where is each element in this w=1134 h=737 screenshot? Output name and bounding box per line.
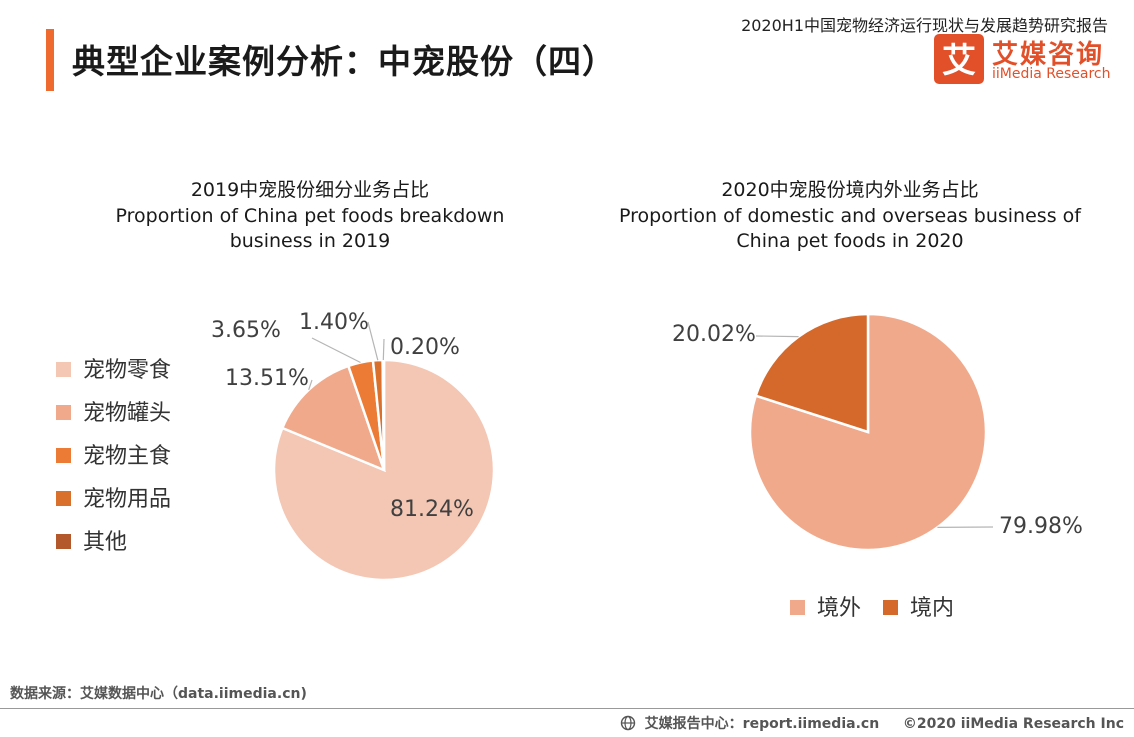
legend-swatch <box>790 599 805 615</box>
data-label: 20.02% <box>672 322 756 347</box>
data-source: 数据来源：艾媒数据中心（data.iimedia.cn) <box>10 686 307 702</box>
legend-swatch <box>883 599 899 615</box>
report-center-link[interactable]: 艾媒报告中心：report.iimedia.cn <box>644 716 880 732</box>
pie-slice <box>381 358 386 471</box>
report-name: 2020H1中国宠物经济运行现状与发展趋势研究报告 <box>741 16 1108 35</box>
legend-item: 其他 <box>56 524 127 556</box>
legend-item: 境内 <box>883 590 954 622</box>
legend-swatch <box>56 404 71 420</box>
legend-swatch <box>56 533 71 549</box>
iimedia-logo: 艾 艾媒咨询 iiMedia Research <box>934 34 1112 86</box>
pie-slice <box>280 364 387 473</box>
legend-domestic-overseas: 境外 境内 <box>790 590 976 622</box>
chart-title-en-line1: Proportion of China pet foods breakdown <box>115 204 505 227</box>
footer-divider <box>0 708 1134 709</box>
leader-line <box>755 335 799 338</box>
data-label: 79.98% <box>999 514 1083 539</box>
legend-label: 境外 <box>817 596 862 621</box>
chart-title-cn: 2020中宠股份境内外业务占比 <box>721 179 979 201</box>
iimedia-logo-mark: 艾 <box>934 34 984 84</box>
globe-icon <box>620 715 635 731</box>
leader-line <box>311 337 361 364</box>
pie-slice <box>754 312 870 434</box>
data-label: 13.51% <box>225 366 309 391</box>
legend-swatch <box>56 490 71 506</box>
legend-label: 宠物用品 <box>83 487 172 512</box>
legend-item: 宠物零食 <box>56 352 171 384</box>
data-label: 0.20% <box>390 335 460 360</box>
data-label: 81.24% <box>390 497 474 522</box>
page-title: 典型企业案例分析：中宠股份（四） <box>72 42 616 81</box>
legend-swatch <box>56 361 71 377</box>
leader-line <box>382 338 385 361</box>
logo-chinese-name: 艾媒咨询 <box>992 40 1105 70</box>
legend-label: 宠物主食 <box>83 444 172 469</box>
legend-item: 宠物用品 <box>56 481 171 513</box>
legend-swatch <box>56 447 71 463</box>
footer-credits: 艾媒报告中心：report.iimedia.cn ©2020 iiMedia R… <box>620 713 1124 733</box>
legend-item: 境外 <box>790 590 861 622</box>
chart-title-cn: 2019中宠股份细分业务占比 <box>190 179 430 201</box>
title-accent-bar <box>46 29 54 91</box>
legend-item: 宠物罐头 <box>56 395 171 427</box>
chart-title-en-line2: business in 2019 <box>229 230 391 252</box>
data-label: 1.40% <box>299 310 369 335</box>
legend-label: 境内 <box>910 596 955 621</box>
legend-label: 其他 <box>83 530 128 555</box>
legend-item: 宠物主食 <box>56 438 171 470</box>
legend-label: 宠物零食 <box>83 358 172 383</box>
logo-mark-glyph: 艾 <box>942 41 976 81</box>
leader-line <box>367 321 379 361</box>
leader-line <box>308 379 313 390</box>
chart-title-breakdown: 2019中宠股份细分业务占比 Proportion of China pet f… <box>60 178 560 255</box>
legend-label: 宠物罐头 <box>83 401 172 426</box>
chart-title-domestic-overseas: 2020中宠股份境内外业务占比 Proportion of domestic a… <box>600 178 1100 255</box>
chart-title-en-line2: China pet foods in 2020 <box>736 230 964 252</box>
data-label: 3.65% <box>211 318 281 343</box>
chart-title-en-line1: Proportion of domestic and overseas busi… <box>619 204 1081 227</box>
logo-english-name: iiMedia Research <box>992 66 1111 82</box>
copyright: ©2020 iiMedia Research Inc <box>902 716 1124 732</box>
